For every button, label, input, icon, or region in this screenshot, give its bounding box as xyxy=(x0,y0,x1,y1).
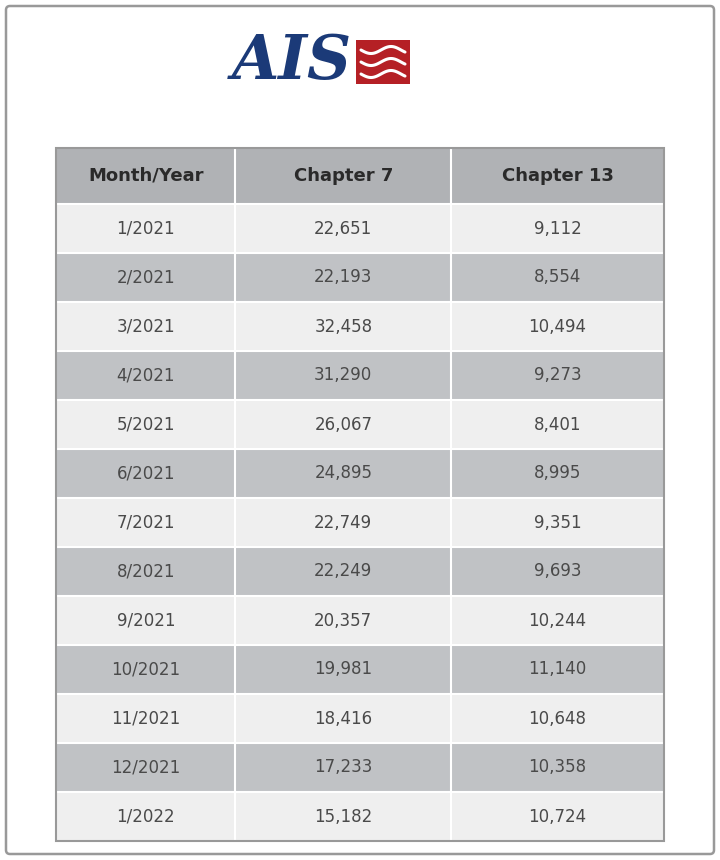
Text: 7/2021: 7/2021 xyxy=(117,513,175,531)
FancyBboxPatch shape xyxy=(6,6,714,854)
Bar xyxy=(235,302,451,351)
Bar xyxy=(56,498,235,547)
Text: 9/2021: 9/2021 xyxy=(117,611,175,630)
Bar xyxy=(56,351,235,400)
Text: 12/2021: 12/2021 xyxy=(111,759,181,777)
Bar xyxy=(235,449,451,498)
Bar xyxy=(56,792,235,841)
Text: 4/2021: 4/2021 xyxy=(117,366,175,384)
Text: 9,273: 9,273 xyxy=(534,366,581,384)
Text: 9,351: 9,351 xyxy=(534,513,581,531)
Bar xyxy=(56,547,235,596)
Bar xyxy=(235,547,451,596)
Bar xyxy=(56,400,235,449)
Bar xyxy=(451,204,664,253)
Bar xyxy=(451,547,664,596)
Bar xyxy=(451,645,664,694)
Text: 9,112: 9,112 xyxy=(534,219,581,237)
Text: 8,995: 8,995 xyxy=(534,464,581,482)
Bar xyxy=(451,743,664,792)
Text: 18,416: 18,416 xyxy=(314,710,372,728)
Bar xyxy=(451,351,664,400)
Text: 10,244: 10,244 xyxy=(528,611,587,630)
Text: 1/2021: 1/2021 xyxy=(117,219,175,237)
Text: 8/2021: 8/2021 xyxy=(117,562,175,581)
Bar xyxy=(235,148,451,204)
Bar xyxy=(451,596,664,645)
Text: 15,182: 15,182 xyxy=(314,808,372,826)
Bar xyxy=(235,792,451,841)
Text: 32,458: 32,458 xyxy=(314,317,372,335)
Bar xyxy=(56,449,235,498)
Bar xyxy=(451,792,664,841)
Text: Chapter 7: Chapter 7 xyxy=(294,167,393,185)
Text: Chapter 13: Chapter 13 xyxy=(502,167,613,185)
Text: 24,895: 24,895 xyxy=(315,464,372,482)
Bar xyxy=(235,645,451,694)
Text: 31,290: 31,290 xyxy=(314,366,372,384)
Text: 6/2021: 6/2021 xyxy=(117,464,175,482)
Bar xyxy=(56,148,235,204)
Bar xyxy=(235,351,451,400)
Bar xyxy=(356,40,410,84)
Text: 10,648: 10,648 xyxy=(528,710,587,728)
Text: 10,494: 10,494 xyxy=(528,317,587,335)
Text: AIS: AIS xyxy=(232,32,352,92)
Bar xyxy=(56,743,235,792)
Text: 8,401: 8,401 xyxy=(534,415,581,433)
Text: 22,651: 22,651 xyxy=(314,219,372,237)
Text: 19,981: 19,981 xyxy=(314,660,372,679)
Bar xyxy=(451,449,664,498)
Text: 22,749: 22,749 xyxy=(314,513,372,531)
Text: 22,193: 22,193 xyxy=(314,268,372,286)
Text: 20,357: 20,357 xyxy=(314,611,372,630)
Bar xyxy=(56,204,235,253)
Text: 10/2021: 10/2021 xyxy=(111,660,180,679)
Bar xyxy=(235,253,451,302)
Text: 11,140: 11,140 xyxy=(528,660,587,679)
Text: 22,249: 22,249 xyxy=(314,562,372,581)
Text: 3/2021: 3/2021 xyxy=(117,317,175,335)
Text: 17,233: 17,233 xyxy=(314,759,372,777)
Bar xyxy=(451,148,664,204)
Bar xyxy=(235,596,451,645)
Text: 2/2021: 2/2021 xyxy=(117,268,175,286)
Bar xyxy=(56,148,664,841)
Bar xyxy=(235,694,451,743)
Bar xyxy=(451,253,664,302)
Bar xyxy=(56,645,235,694)
Bar xyxy=(56,596,235,645)
Bar xyxy=(451,302,664,351)
Bar xyxy=(56,302,235,351)
Text: 26,067: 26,067 xyxy=(315,415,372,433)
Text: Month/Year: Month/Year xyxy=(88,167,204,185)
Text: 8,554: 8,554 xyxy=(534,268,581,286)
Bar xyxy=(56,694,235,743)
Bar xyxy=(235,498,451,547)
Bar xyxy=(235,743,451,792)
Text: 10,724: 10,724 xyxy=(528,808,587,826)
Bar xyxy=(451,498,664,547)
Bar xyxy=(451,400,664,449)
Bar xyxy=(235,204,451,253)
Text: 10,358: 10,358 xyxy=(528,759,587,777)
Text: 9,693: 9,693 xyxy=(534,562,581,581)
Text: 11/2021: 11/2021 xyxy=(111,710,181,728)
Bar xyxy=(56,253,235,302)
Text: 5/2021: 5/2021 xyxy=(117,415,175,433)
Text: 1/2022: 1/2022 xyxy=(117,808,175,826)
Bar xyxy=(451,694,664,743)
Bar xyxy=(235,400,451,449)
